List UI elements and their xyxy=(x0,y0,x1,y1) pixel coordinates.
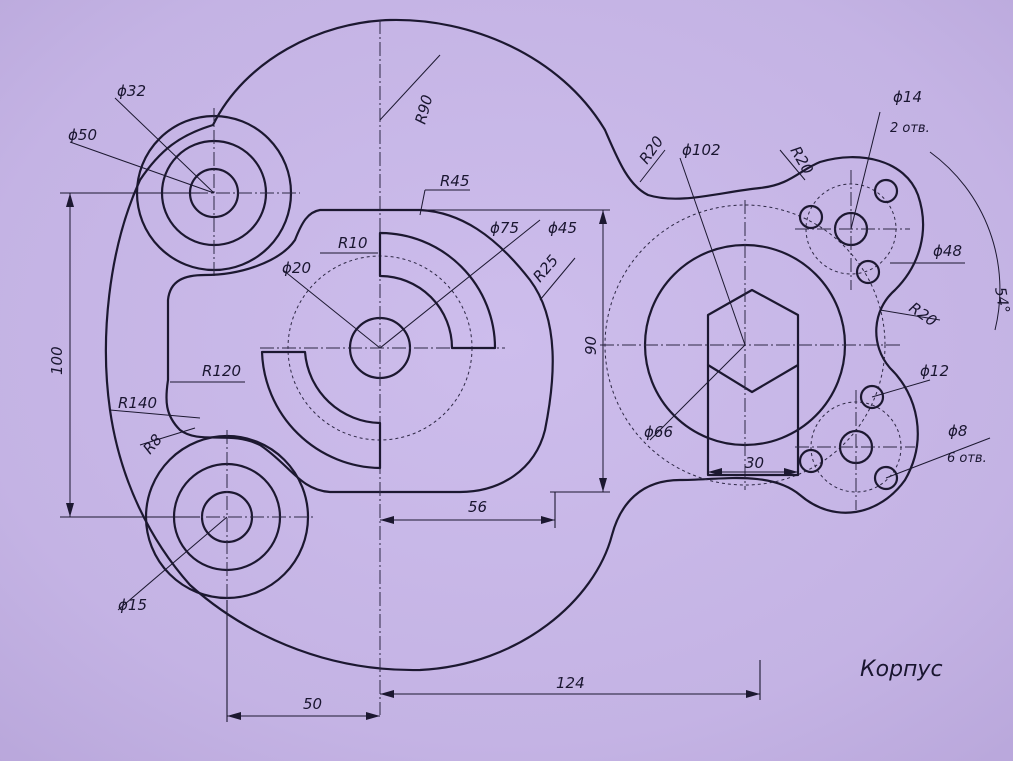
inner-pocket xyxy=(165,208,554,494)
dim-d32: ϕ32 xyxy=(117,82,146,100)
dim-r10: R10 xyxy=(338,234,368,252)
drawing-title: Корпус xyxy=(860,657,943,682)
dim-r120: R120 xyxy=(202,362,241,380)
dimension-lines xyxy=(60,54,1001,722)
dim-90: 90 xyxy=(582,336,600,355)
dim-r45: R45 xyxy=(440,172,470,190)
dim-d66: ϕ66 xyxy=(644,423,673,441)
dim-30: 30 xyxy=(745,454,764,472)
central-hub xyxy=(260,20,505,715)
dim-d15: ϕ15 xyxy=(118,596,147,614)
dim-d102: ϕ102 xyxy=(682,141,721,159)
dim-50: 50 xyxy=(303,695,322,713)
dim-d75: ϕ75 xyxy=(490,219,519,237)
dim-r140: R140 xyxy=(118,394,157,412)
dim-d8: ϕ8 xyxy=(948,422,967,440)
dim-d12: ϕ12 xyxy=(920,362,949,380)
dim-56: 56 xyxy=(468,498,487,516)
dim-d45: ϕ45 xyxy=(548,219,577,237)
dim-100: 100 xyxy=(48,346,66,375)
dim-124: 124 xyxy=(556,674,585,692)
dim-d14-count: 2 отв. xyxy=(890,121,930,136)
right-section xyxy=(600,170,915,510)
dim-d20: ϕ20 xyxy=(282,259,311,277)
dim-d48: ϕ48 xyxy=(933,242,962,260)
dim-d50: ϕ50 xyxy=(68,126,97,144)
dim-d8-count: 6 отв. xyxy=(947,451,987,466)
dim-d14: ϕ14 xyxy=(893,88,922,106)
dim-54deg: 54° xyxy=(991,286,1013,315)
outer-contour xyxy=(104,18,925,672)
